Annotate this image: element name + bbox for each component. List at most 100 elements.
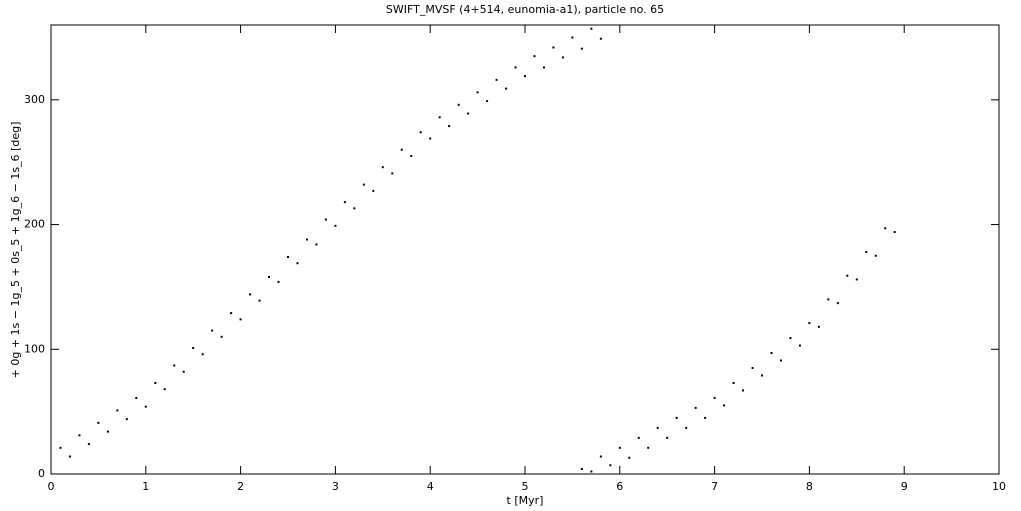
x-tick-label: 3 [332, 480, 339, 493]
data-point [580, 47, 583, 50]
data-point [893, 231, 896, 234]
data-point [211, 329, 214, 332]
data-point [618, 446, 621, 449]
data-point [865, 250, 868, 253]
data-point [580, 468, 583, 471]
data-point [457, 103, 460, 106]
data-point [287, 255, 289, 258]
data-point [685, 426, 688, 429]
data-point [590, 470, 593, 473]
data-point [268, 275, 271, 278]
x-tick-label: 7 [711, 480, 718, 493]
x-tick-label: 10 [992, 480, 1006, 493]
data-point [770, 352, 773, 355]
data-point [305, 238, 308, 241]
y-tick-label: 200 [24, 218, 45, 231]
data-point [201, 353, 204, 356]
data-point [628, 456, 631, 459]
data-point [732, 381, 735, 384]
data-point [154, 381, 157, 384]
data-point [761, 374, 763, 377]
data-point [239, 318, 242, 321]
data-point [656, 426, 659, 429]
data-point [144, 405, 147, 408]
data-point [542, 66, 545, 69]
data-point [476, 91, 479, 94]
y-tick-label: 300 [24, 93, 45, 106]
data-point [590, 27, 593, 30]
y-tick-label: 0 [38, 467, 45, 480]
data-point [343, 201, 346, 204]
data-point [779, 359, 782, 362]
data-point [97, 421, 100, 424]
data-point [315, 243, 318, 246]
data-point [258, 299, 261, 302]
data-point [808, 322, 811, 325]
data-point [68, 455, 71, 458]
x-tick-label: 0 [48, 480, 55, 493]
data-point [334, 224, 337, 227]
data-point [817, 325, 820, 328]
data-point [116, 409, 119, 412]
x-tick-label: 5 [522, 480, 529, 493]
data-point [87, 443, 90, 446]
x-tick-label: 6 [616, 480, 623, 493]
data-point [230, 312, 233, 315]
data-point [495, 78, 498, 81]
y-axis-label: + 0g + 1s − 1g_5 + 0s_5 + 1g_6 − 1s_6 [d… [9, 122, 22, 379]
data-point [798, 344, 801, 347]
data-point [666, 436, 669, 439]
x-tick-label: 4 [427, 480, 434, 493]
data-point [561, 56, 564, 59]
data-point [173, 364, 176, 367]
data-point [827, 298, 830, 301]
data-point [410, 154, 413, 157]
data-point [836, 302, 839, 305]
data-point [400, 148, 403, 151]
data-point [505, 87, 508, 90]
data-point [182, 370, 185, 373]
data-point [609, 464, 612, 467]
y-tick-label: 100 [24, 342, 45, 355]
data-point [163, 388, 166, 391]
data-point [362, 183, 365, 186]
data-point [296, 262, 299, 265]
data-point [106, 430, 109, 433]
data-point [723, 404, 726, 407]
data-point [571, 36, 574, 39]
data-point [59, 446, 62, 449]
data-point [486, 100, 489, 103]
data-point [135, 396, 138, 399]
data-point [353, 207, 356, 210]
data-point [391, 172, 394, 175]
data-point [381, 166, 384, 169]
data-point [637, 436, 640, 439]
data-point [372, 189, 375, 192]
data-point [742, 389, 745, 392]
plot-frame [50, 24, 1000, 475]
data-point [599, 455, 602, 458]
data-point [467, 112, 470, 115]
x-tick-label: 9 [901, 480, 908, 493]
chart-title: SWIFT_MVSF (4+514, eunomia-a1), particle… [386, 3, 664, 16]
data-point [647, 446, 650, 449]
data-point [713, 396, 716, 399]
x-tick-label: 1 [142, 480, 149, 493]
data-point [704, 416, 707, 419]
data-point [438, 116, 441, 119]
data-point [448, 125, 451, 128]
data-point [192, 347, 195, 350]
x-axis-label: t [Myr] [507, 494, 544, 507]
data-point [324, 218, 327, 221]
data-point [78, 434, 81, 437]
data-point [533, 55, 536, 58]
data-point [855, 278, 858, 281]
data-point [675, 416, 678, 419]
data-point [514, 66, 517, 69]
data-point [249, 293, 252, 296]
data-point [846, 274, 849, 277]
data-point [125, 418, 128, 421]
data-point [429, 137, 432, 140]
data-point [599, 37, 602, 40]
